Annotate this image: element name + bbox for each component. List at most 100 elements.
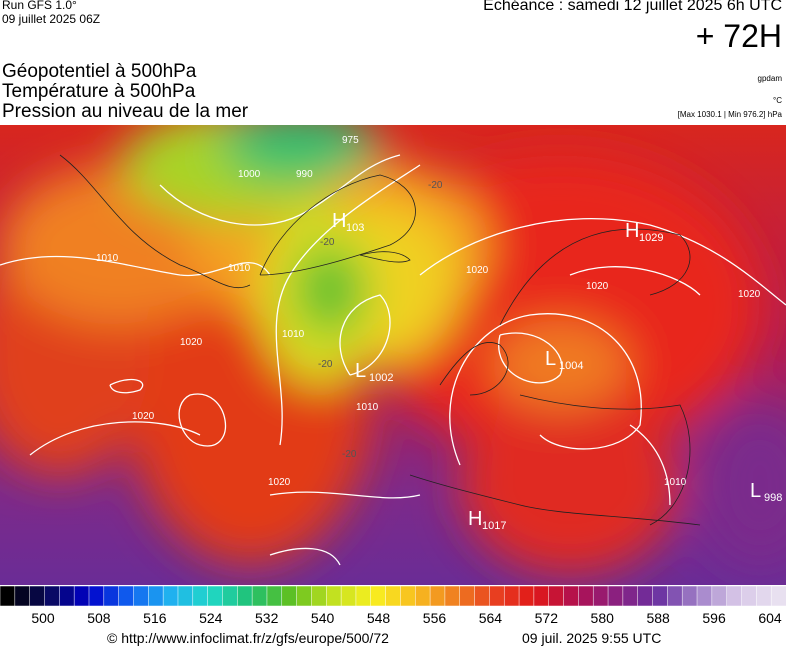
temperature-label: -20 — [318, 359, 333, 370]
colorbar-swatch — [444, 586, 461, 607]
colorbar-swatch — [73, 586, 90, 607]
colorbar-swatch — [681, 586, 698, 607]
colorbar-swatch — [133, 586, 149, 607]
colorbar-swatch — [726, 586, 743, 607]
isobar-label: 1010 — [664, 477, 687, 488]
colorbar-swatch — [578, 586, 594, 607]
colorbar-swatch — [296, 586, 312, 607]
colorbar-label: 556 — [423, 610, 447, 626]
colorbar-swatch — [637, 586, 654, 607]
colorbar-swatch — [741, 586, 757, 607]
pressure-center-letter: L — [750, 480, 761, 502]
valid-time: Echéance : samedi 12 juillet 2025 6h UTC — [483, 0, 782, 14]
pressure-center-value: 998 — [764, 492, 782, 504]
colorbar-swatch — [177, 586, 194, 607]
colorbar-swatch — [0, 586, 16, 607]
colorbar-swatch — [385, 586, 401, 607]
colorbar-swatch — [340, 586, 357, 607]
colorbar-swatch — [756, 586, 772, 607]
colorbar-label: 596 — [702, 610, 726, 626]
pressure-center-letter: L — [545, 348, 556, 370]
isobar-label: 1020 — [180, 337, 203, 348]
isobar-label: 1010 — [356, 402, 379, 413]
isobar-label: 1020 — [132, 411, 155, 422]
colorbar-swatch — [711, 586, 728, 607]
colorbar-label: 548 — [367, 610, 391, 626]
pressure-center-letter: H — [332, 210, 346, 232]
pressure-center-value: 1002 — [369, 372, 393, 384]
colorbar-swatch — [489, 586, 505, 607]
field-label: Température à 500hPa — [2, 81, 196, 102]
colorbar-swatch — [59, 586, 75, 607]
colorbar-swatch — [696, 586, 713, 607]
colorbar-label: 588 — [646, 610, 670, 626]
colorbar-swatch — [355, 586, 372, 607]
footer-url: © http://www.infoclimat.fr/z/gfs/europe/… — [107, 630, 389, 646]
colorbar-swatch — [622, 586, 639, 607]
pressure-center-value: 1004 — [559, 360, 583, 372]
isobar-label: 1010 — [282, 329, 305, 340]
pressure-center-letter: H — [625, 220, 639, 242]
unit-label: °C — [773, 96, 782, 105]
colorbar-swatch — [400, 586, 416, 607]
colorbar-swatch — [548, 586, 565, 607]
colorbar-label: 580 — [591, 610, 615, 626]
colorbar-swatch — [370, 586, 387, 607]
unit-label: gpdam — [757, 74, 782, 83]
isobar-label: 1010 — [228, 263, 251, 274]
isobar-label: 1010 — [96, 253, 119, 264]
isobar-label: 1020 — [586, 281, 609, 292]
colorbar-label: 532 — [255, 610, 279, 626]
colorbar-swatch — [29, 586, 46, 607]
colorbar-swatch — [103, 586, 120, 607]
colorbar-swatch — [459, 586, 476, 607]
colorbar-swatch — [237, 586, 253, 607]
field-label: Pression au niveau de la mer — [2, 101, 249, 122]
isobar-label: 1000 — [238, 169, 261, 180]
colorbar-swatch — [311, 586, 327, 607]
footer-timestamp: 09 juil. 2025 9:55 UTC — [522, 630, 662, 646]
colorbar: 500 508 516 524 532 540 548 556 564 572 580 588 596 6… — [0, 586, 786, 626]
pressure-center-value: 103 — [346, 222, 364, 234]
colorbar-swatch — [592, 586, 609, 607]
pressure-center-value: 1017 — [482, 520, 506, 532]
colorbar-label: 604 — [758, 610, 782, 626]
colorbar-swatch — [607, 586, 624, 607]
isobar-label: 990 — [296, 169, 313, 180]
colorbar-swatch — [148, 586, 164, 607]
colorbar-label: 516 — [143, 610, 167, 626]
colorbar-swatch — [251, 586, 268, 607]
colorbar-label: 564 — [479, 610, 503, 626]
isobar-label: 1020 — [466, 265, 489, 276]
isobar-label: 1020 — [738, 289, 761, 300]
colorbar-swatch — [414, 586, 431, 607]
colorbar-swatch — [652, 586, 668, 607]
pressure-center-letter: H — [468, 508, 482, 530]
pressure-center-value: 1029 — [639, 232, 663, 244]
colorbar-swatch — [44, 586, 60, 607]
colorbar-swatch — [326, 586, 342, 607]
colorbar-swatch — [474, 586, 490, 607]
colorbar-swatch — [14, 586, 31, 607]
pressure-center-letter: L — [355, 360, 366, 382]
isobar-label: 975 — [342, 135, 359, 146]
colorbar-label: 508 — [87, 610, 111, 626]
colorbar-swatch — [222, 586, 238, 607]
field-label: Géopotentiel à 500hPa — [2, 61, 197, 82]
colorbar-swatch — [503, 586, 520, 607]
run-date: 09 juillet 2025 06Z — [2, 12, 101, 26]
colorbar-label: 572 — [535, 610, 559, 626]
run-label: Run GFS 1.0° — [2, 0, 77, 12]
colorbar-label: 524 — [199, 610, 223, 626]
colorbar-swatch — [266, 586, 283, 607]
colorbar-swatch — [118, 586, 135, 607]
temperature-label: -20 — [342, 449, 357, 460]
temperature-label: -20 — [320, 237, 335, 248]
lead-time: + 72H — [695, 18, 782, 54]
colorbar-swatch — [88, 586, 105, 607]
pressure-range: [Max 1030.1 | Min 976.2] hPa — [677, 110, 782, 119]
colorbar-swatch — [192, 586, 209, 607]
colorbar-swatch — [207, 586, 224, 607]
